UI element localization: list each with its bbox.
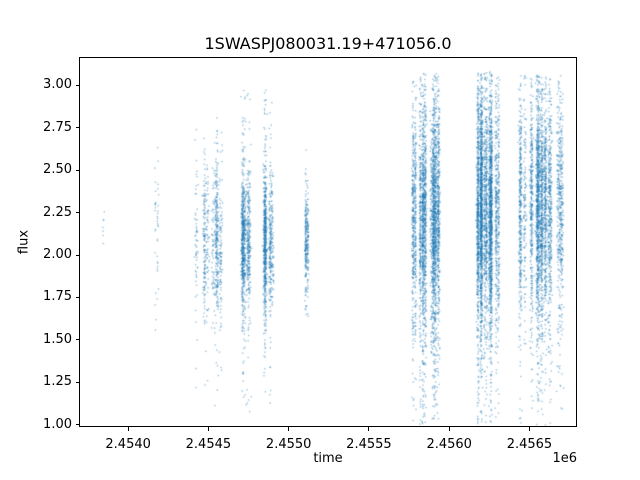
- x-tick-mark: [288, 427, 290, 431]
- y-tick-mark: [76, 339, 80, 341]
- x-tick-label: 2.4565: [506, 437, 553, 452]
- x-tick-label: 2.4560: [426, 437, 472, 452]
- y-tick-mark: [76, 296, 80, 298]
- y-tick-label: 3.00: [43, 77, 72, 93]
- x-tick-label: 2.4545: [185, 437, 232, 452]
- y-tick-label: 1.50: [43, 331, 72, 347]
- plot-area: [79, 57, 577, 427]
- y-tick-mark: [76, 254, 80, 256]
- y-tick-mark: [76, 84, 80, 86]
- x-tick-label: 2.4550: [265, 437, 312, 452]
- x-axis-label: time: [313, 451, 343, 466]
- y-tick-label: 1.75: [43, 289, 72, 305]
- y-tick-mark: [76, 381, 80, 383]
- y-tick-label: 1.00: [43, 416, 72, 432]
- y-tick-mark: [76, 424, 80, 426]
- y-tick-label: 2.25: [43, 204, 72, 220]
- y-tick-label: 2.75: [43, 119, 72, 135]
- x-axis-offset-label: 1e6: [552, 451, 577, 466]
- x-tick-label: 2.4555: [346, 437, 392, 452]
- y-tick-mark: [76, 212, 80, 213]
- y-tick-mark: [76, 169, 80, 171]
- x-tick-mark: [448, 427, 450, 431]
- y-tick-label: 2.50: [43, 162, 72, 177]
- y-tick-label: 1.25: [43, 374, 72, 390]
- y-tick-mark: [76, 127, 80, 129]
- x-tick-mark: [127, 427, 129, 431]
- scatter-points-canvas: [80, 58, 576, 426]
- chart-title: 1SWASPJ080031.19+471056.0: [204, 34, 452, 53]
- x-tick-mark: [528, 427, 530, 431]
- y-tick-label: 2.00: [43, 247, 72, 262]
- x-tick-mark: [368, 427, 370, 431]
- x-tick-label: 2.4540: [105, 437, 151, 452]
- x-tick-mark: [207, 427, 209, 431]
